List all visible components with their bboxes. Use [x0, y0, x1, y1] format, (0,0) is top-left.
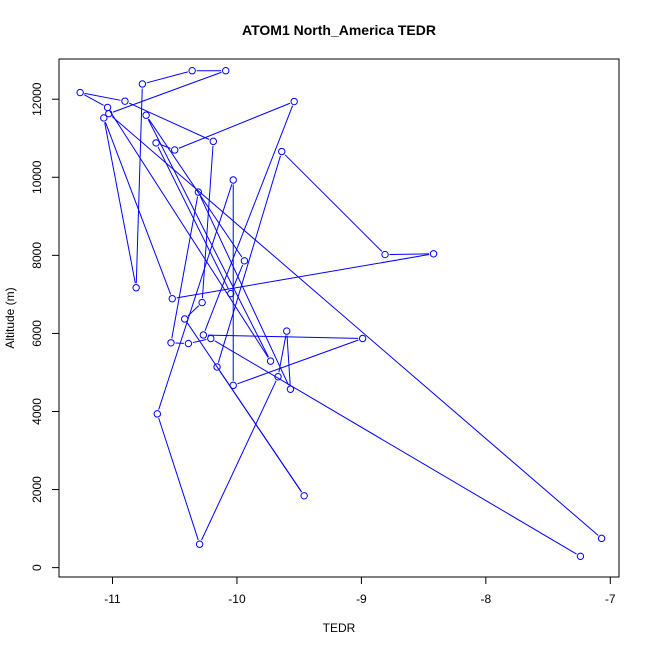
- plot-frame: [58, 58, 620, 578]
- data-point: [429, 250, 438, 258]
- series-segment: [111, 116, 599, 536]
- y-axis-label: Altitude (m): [3, 287, 17, 348]
- series-segment: [207, 334, 359, 339]
- data-point: [240, 257, 249, 265]
- series-segment: [112, 71, 222, 113]
- series-segment: [232, 264, 244, 290]
- series-segment: [158, 417, 199, 541]
- y-tick-label: 6000: [30, 320, 44, 347]
- data-point: [132, 284, 140, 292]
- series-segment: [176, 254, 430, 299]
- x-tick-label: -9: [356, 592, 367, 606]
- y-tick-label: 2000: [30, 476, 44, 503]
- data-point: [576, 552, 585, 561]
- series-segment: [201, 145, 214, 299]
- series-segment: [237, 339, 359, 385]
- y-tick-label: 0: [30, 564, 44, 571]
- data-point: [171, 146, 179, 154]
- data-point: [213, 363, 221, 371]
- data-point: [184, 339, 193, 348]
- series-segment: [147, 119, 269, 358]
- y-axis: 0 2000 4000 6000 8000 10000 12000: [30, 82, 60, 571]
- data-point: [300, 492, 308, 500]
- series-segment: [109, 110, 269, 358]
- series-segment: [286, 335, 291, 385]
- series-segment: [171, 196, 199, 339]
- data-point: [229, 381, 237, 390]
- data-point: [358, 334, 367, 343]
- y-tick-label: 12000: [30, 82, 44, 116]
- series-segment: [199, 195, 290, 386]
- series-segment: [135, 88, 143, 284]
- data-point: [286, 385, 295, 393]
- series-segment: [278, 335, 287, 373]
- series-segment: [217, 155, 281, 363]
- series-segment: [284, 154, 383, 252]
- data-point: [222, 67, 230, 75]
- x-tick-label: -10: [228, 592, 246, 606]
- data-point: [194, 188, 203, 196]
- data-point: [100, 114, 108, 122]
- x-axis-label: TEDR: [323, 621, 356, 635]
- data-point: [105, 109, 113, 118]
- y-tick-label: 4000: [30, 398, 44, 425]
- data-point: [198, 298, 206, 307]
- data-point: [266, 357, 275, 365]
- data-point: [167, 339, 175, 347]
- series-segment: [104, 121, 172, 295]
- series-segment: [104, 122, 136, 284]
- series-segment: [160, 144, 171, 149]
- series-segment: [158, 184, 233, 410]
- series-segment: [83, 94, 104, 106]
- data-point: [153, 410, 162, 418]
- series-segment: [187, 305, 200, 317]
- data-point: [76, 88, 84, 97]
- series-segment: [204, 105, 294, 331]
- data-point: [168, 294, 176, 303]
- series-segment: [178, 102, 291, 149]
- chart-title: ATOM1 North_America TEDR: [242, 22, 436, 38]
- data-point: [278, 147, 286, 156]
- y-tick-label: 8000: [30, 242, 44, 269]
- data-point: [103, 103, 112, 112]
- data-point: [274, 373, 282, 381]
- series-segment: [84, 92, 121, 101]
- series-segment: [389, 253, 430, 255]
- x-tick-label: -11: [104, 592, 121, 606]
- data-point: [142, 111, 150, 119]
- data-point: [138, 80, 147, 88]
- y-tick-label: 10000: [30, 160, 44, 194]
- data-point: [180, 315, 189, 323]
- x-tick-label: -8: [481, 592, 492, 606]
- data-point: [195, 540, 204, 548]
- data-point: [199, 331, 208, 339]
- series-segment: [219, 370, 303, 493]
- data-point: [229, 176, 237, 184]
- data-point: [283, 327, 291, 335]
- data-point: [207, 334, 215, 343]
- data-point: [121, 97, 129, 105]
- data-point: [188, 67, 196, 75]
- data-point: [152, 139, 160, 147]
- series-segment: [201, 380, 277, 541]
- data-point: [227, 289, 235, 298]
- series-segment: [157, 146, 230, 290]
- x-tick-label: -7: [605, 592, 616, 606]
- data-point: [290, 97, 298, 106]
- series-layer: [76, 67, 606, 561]
- series-segment: [146, 71, 188, 84]
- data-point: [597, 534, 606, 543]
- series-segment: [128, 102, 210, 140]
- x-axis: -11 -10 -9 -8 -7: [104, 576, 616, 606]
- data-point: [381, 250, 389, 259]
- data-point: [209, 137, 218, 146]
